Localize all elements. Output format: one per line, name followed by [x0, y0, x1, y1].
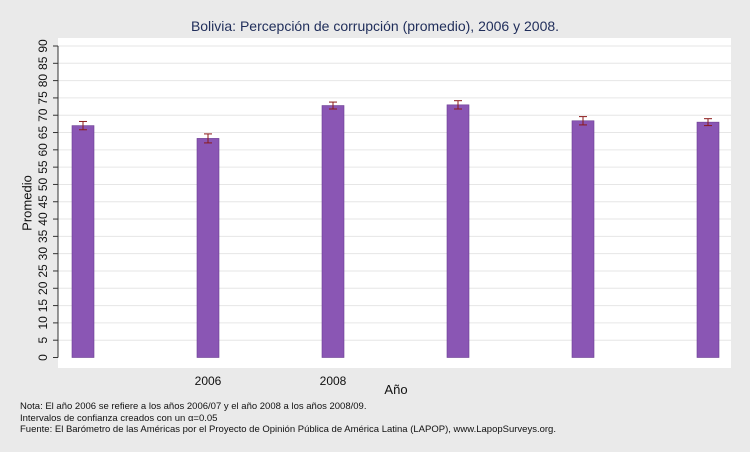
y-axis-title: Promedio — [20, 175, 35, 231]
bar — [696, 121, 720, 358]
x-tick-label: 2006 — [195, 374, 222, 388]
y-tick-label: 90 — [36, 39, 50, 53]
x-axis-title: Año — [384, 382, 407, 397]
y-tick-label: 0 — [36, 354, 50, 361]
bar — [571, 120, 595, 358]
y-tick-label: 35 — [36, 229, 50, 243]
footnote-source: Fuente: El Barómetro de las Américas por… — [20, 424, 556, 435]
y-tick-label: 55 — [36, 160, 50, 174]
bar — [71, 125, 95, 358]
footnotes: Nota: El año 2006 se refiere a los años … — [20, 401, 556, 436]
y-tick-label: 65 — [36, 126, 50, 140]
y-tick-label: 40 — [36, 212, 50, 226]
footnote-note: Nota: El año 2006 se refiere a los años … — [20, 401, 367, 412]
y-tick-label: 45 — [36, 195, 50, 209]
y-tick-label: 60 — [36, 143, 50, 157]
x-tick-label: 2008 — [320, 374, 347, 388]
footnote-confidence: Intervalos de confianza creados con un α… — [20, 412, 218, 424]
plot-area — [58, 38, 731, 368]
bar — [446, 104, 470, 358]
y-tick-label: 80 — [36, 74, 50, 88]
bar — [321, 105, 345, 358]
y-tick-label: 20 — [36, 281, 50, 295]
y-tick-label: 25 — [36, 264, 50, 278]
chart-title: Bolivia: Percepción de corrupción (prome… — [190, 18, 560, 34]
y-tick-label: 75 — [36, 91, 50, 105]
y-tick-label: 5 — [36, 337, 50, 344]
y-tick-label: 70 — [36, 108, 50, 122]
y-tick-label: 10 — [36, 316, 50, 330]
y-tick-label: 85 — [36, 56, 50, 70]
bar — [196, 138, 220, 358]
y-tick-label: 50 — [36, 177, 50, 191]
y-tick-label: 15 — [36, 299, 50, 313]
y-tick-label: 30 — [36, 247, 50, 261]
